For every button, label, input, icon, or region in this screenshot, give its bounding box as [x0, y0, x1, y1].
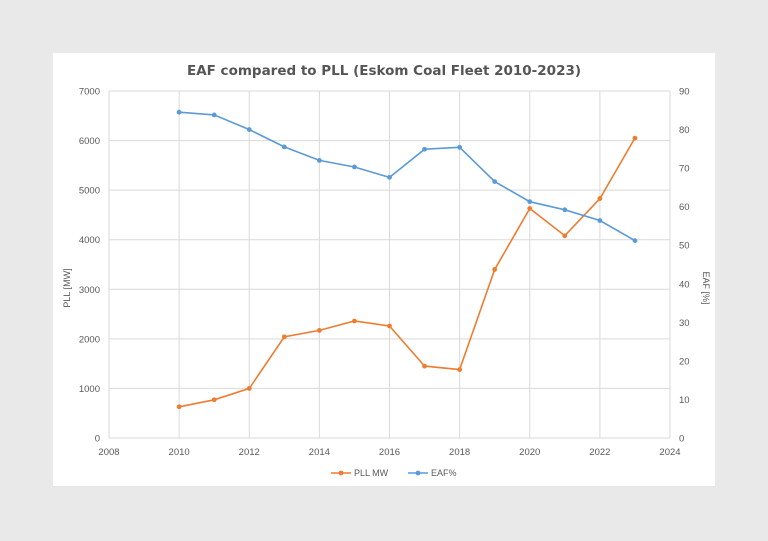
x-tick-label: 2020 — [519, 447, 540, 458]
data-point-eaf — [316, 158, 322, 163]
y2-tick-label: 60 — [679, 202, 690, 213]
legend-label: EAF% — [431, 468, 457, 478]
series-line-eaf — [179, 111, 636, 242]
data-point-pll-mw — [246, 386, 252, 391]
x-tick-label: 2018 — [449, 447, 470, 458]
y2-tick-label: 70 — [679, 164, 690, 175]
data-point-eaf — [387, 174, 392, 180]
y-tick-label: 4000 — [79, 235, 100, 246]
data-point-eaf — [492, 179, 498, 185]
y2-tick-label: 10 — [679, 395, 690, 406]
x-tick-label: 2014 — [309, 447, 330, 458]
data-point-eaf — [422, 146, 427, 152]
data-point-eaf — [527, 199, 533, 205]
x-tick-label: 2008 — [98, 447, 119, 458]
y-tick-label: 5000 — [79, 186, 100, 197]
y-tick-label: 0 — [95, 434, 100, 445]
y2-axis-ticks: 0 10 20 30 40 50 60 70 80 90 — [679, 87, 690, 445]
data-point-pll-mw — [281, 334, 287, 340]
y-tick-label: 6000 — [79, 136, 100, 147]
x-tick-label: 2010 — [169, 447, 190, 458]
y-tick-label: 7000 — [79, 87, 100, 98]
x-tick-label: 2012 — [239, 447, 260, 458]
chart: EAF compared to PLL (Eskom Coal Fleet 20… — [62, 63, 711, 478]
legend-label: PLL MW — [354, 468, 389, 478]
data-point-pll-mw — [422, 363, 427, 369]
x-tick-label: 2024 — [659, 447, 680, 458]
data-point-pll-mw — [562, 233, 568, 239]
data-point-pll-mw — [316, 328, 322, 333]
data-point-eaf — [281, 144, 287, 150]
data-point-pll-mw — [492, 267, 498, 272]
data-point-eaf — [562, 207, 568, 213]
legend-marker — [415, 470, 421, 476]
legend-marker — [338, 470, 344, 476]
data-point-pll-mw — [527, 206, 533, 211]
data-point-eaf — [176, 109, 182, 115]
y-tick-label: 2000 — [79, 334, 100, 345]
data-point-eaf — [211, 112, 217, 118]
data-point-pll-mw — [387, 323, 392, 329]
data-point-eaf — [352, 164, 357, 170]
y-tick-label: 3000 — [79, 285, 100, 296]
data-point-pll-mw — [176, 404, 182, 410]
data-point-pll-mw — [352, 318, 357, 324]
data-point-eaf — [597, 218, 603, 223]
data-point-pll-mw — [632, 135, 638, 141]
data-point-pll-mw — [211, 397, 217, 403]
y2-axis-label: EAF [%] — [701, 271, 711, 304]
gridlines — [108, 90, 671, 439]
y-tick-label: 1000 — [79, 384, 100, 395]
y2-tick-label: 90 — [679, 87, 690, 98]
data-point-eaf — [632, 238, 638, 243]
data-point-pll-mw — [457, 367, 463, 372]
legend: PLL MW EAF% — [331, 468, 457, 478]
chart-title: EAF compared to PLL (Eskom Coal Fleet 20… — [187, 63, 581, 79]
series-line-pll-mw — [178, 137, 636, 408]
data-point-pll-mw — [597, 196, 603, 201]
y2-tick-label: 80 — [679, 125, 690, 136]
data-point-eaf — [457, 144, 463, 150]
chart-card: EAF compared to PLL (Eskom Coal Fleet 20… — [53, 53, 715, 486]
series-layer — [176, 109, 638, 410]
y2-tick-label: 40 — [679, 279, 690, 290]
x-tick-label: 2022 — [589, 447, 610, 458]
y-axis-label: PLL [MW] — [62, 268, 72, 307]
x-tick-label: 2016 — [379, 447, 400, 458]
y2-tick-label: 50 — [679, 241, 690, 252]
y2-tick-label: 30 — [679, 318, 690, 329]
data-point-eaf — [246, 127, 252, 132]
y2-tick-label: 20 — [679, 356, 690, 367]
x-axis-ticks: 2008 2010 2012 2014 2016 2018 2020 2022 2024 — [98, 447, 680, 458]
y2-tick-label: 0 — [679, 434, 684, 445]
y-axis-ticks: 0 1000 2000 3000 4000 5000 6000 7000 — [79, 87, 100, 445]
